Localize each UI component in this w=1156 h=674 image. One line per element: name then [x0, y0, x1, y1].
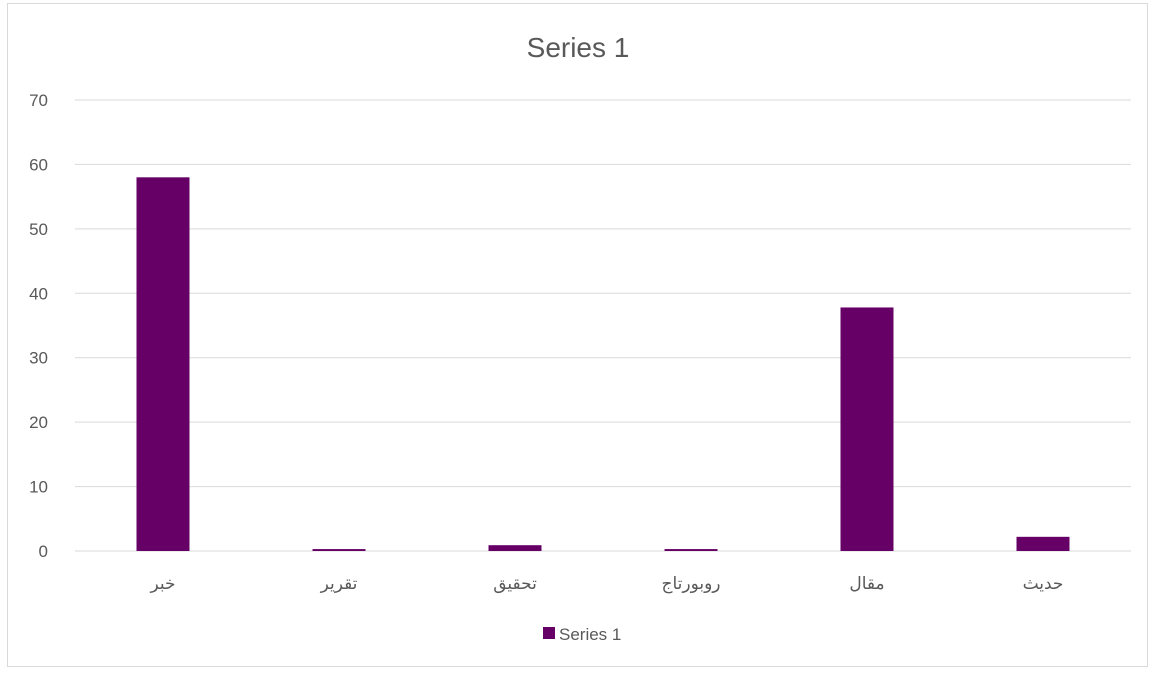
chart-title: Series 1	[527, 32, 630, 63]
y-tick-label-50: 50	[29, 220, 48, 239]
y-tick-label-60: 60	[29, 155, 48, 174]
x-tick-label-0: خبر	[149, 574, 175, 594]
x-tick-label-3: روبورتاج	[661, 574, 720, 594]
legend-swatch-series-1	[543, 627, 555, 639]
bar-0	[136, 177, 190, 552]
bar-2	[488, 545, 542, 551]
bar-4	[840, 307, 894, 551]
bar-1	[312, 549, 366, 551]
x-tick-label-5: حديث	[1023, 574, 1064, 594]
y-tick-label-10: 10	[29, 478, 48, 497]
bar-3	[664, 549, 718, 551]
y-tick-label-0: 0	[39, 542, 48, 561]
x-tick-label-4: مقال	[849, 574, 884, 594]
x-axis-labels: خبر تقرير تحقيق روبورتاج مقال حديث	[149, 574, 1063, 594]
y-tick-label-20: 20	[29, 413, 48, 432]
y-tick-label-70: 70	[29, 91, 48, 110]
x-tick-label-1: تقرير	[320, 574, 358, 594]
bar-5	[1016, 536, 1070, 551]
gridlines	[75, 99, 1131, 552]
y-axis-ticks: 0 10 20 30 40 50 60 70	[29, 91, 48, 561]
chart-frame	[7, 3, 1148, 667]
y-tick-label-40: 40	[29, 284, 48, 303]
x-tick-label-2: تحقيق	[493, 574, 537, 594]
legend: Series 1	[543, 625, 621, 644]
legend-label-series-1: Series 1	[559, 625, 621, 644]
y-tick-label-30: 30	[29, 349, 48, 368]
bars	[136, 177, 1070, 552]
